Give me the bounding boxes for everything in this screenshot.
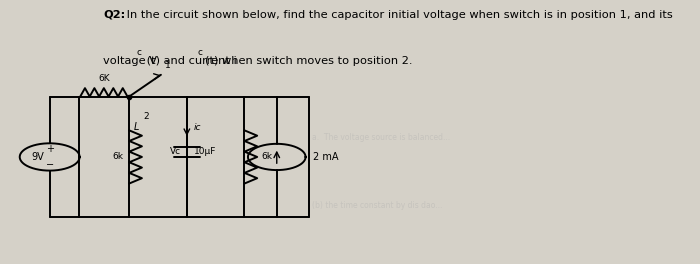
Text: L: L <box>134 122 139 132</box>
Text: (t) when switch moves to position 2.: (t) when switch moves to position 2. <box>204 56 412 66</box>
Text: 6K: 6K <box>98 74 110 83</box>
Text: c: c <box>136 48 141 57</box>
Text: voltage V: voltage V <box>104 56 158 66</box>
Text: +: + <box>46 144 54 154</box>
Text: (t) and current i: (t) and current i <box>143 56 237 66</box>
Text: 2: 2 <box>144 112 149 121</box>
Text: ic: ic <box>194 122 202 131</box>
Text: (b) the time constant by dis dao...: (b) the time constant by dis dao... <box>312 201 442 210</box>
Text: 6k: 6k <box>113 152 123 162</box>
Text: c: c <box>198 48 203 57</box>
Text: 9V: 9V <box>32 152 44 162</box>
Text: 6k: 6k <box>262 152 273 162</box>
Text: Q2:: Q2: <box>104 10 125 20</box>
Text: Vc: Vc <box>170 147 181 156</box>
Text: −: − <box>46 160 54 170</box>
Text: In the circuit shown below, find the capacitor initial voltage when switch is in: In the circuit shown below, find the cap… <box>123 10 673 20</box>
Text: 1: 1 <box>165 60 171 69</box>
Text: 10μF: 10μF <box>194 147 216 156</box>
Text: 2 mA: 2 mA <box>312 152 338 162</box>
Text: a.  The voltage source is balanced...: a. The voltage source is balanced... <box>312 133 450 142</box>
